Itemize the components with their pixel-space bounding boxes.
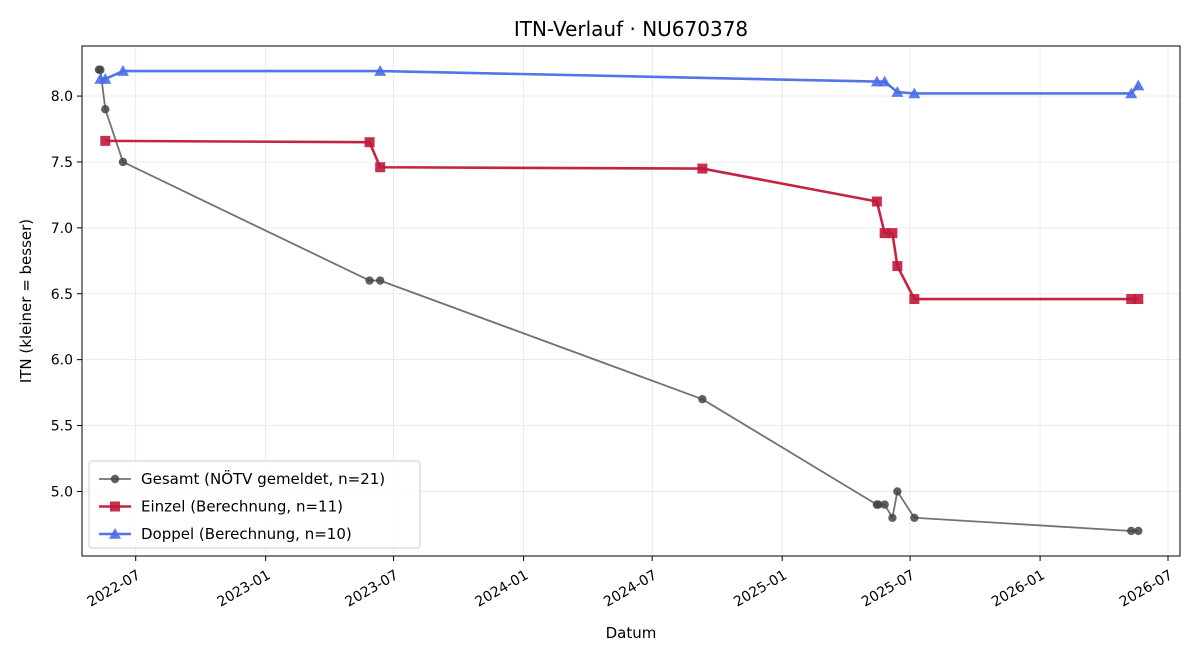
data-point-gesamt — [118, 157, 128, 167]
data-point-doppel — [870, 75, 883, 87]
legend-item-doppel: Doppel (Berechnung, n=10) — [99, 525, 352, 543]
legend-swatch-marker — [110, 474, 120, 484]
data-point-doppel — [1132, 79, 1145, 91]
grid-layer — [82, 46, 1180, 556]
y-tick-label: 5.5 — [51, 419, 73, 435]
data-point-einzel — [887, 228, 898, 239]
series-einzel — [100, 135, 1144, 305]
data-point-gesamt — [880, 500, 889, 509]
data-point-gesamt — [1127, 526, 1136, 536]
data-point-einzel — [871, 196, 882, 207]
data-point-gesamt — [365, 276, 374, 285]
legend-frame — [88, 460, 421, 549]
series-doppel — [94, 65, 1145, 99]
data-point-doppel — [908, 87, 921, 99]
y-tick-label: 6.0 — [51, 353, 73, 369]
data-point-einzel — [100, 135, 111, 146]
data-point-doppel — [891, 86, 904, 97]
series-line-doppel — [100, 69, 1140, 95]
data-point-doppel — [99, 72, 112, 84]
data-point-gesamt — [888, 513, 897, 522]
y-tick-label: 6.5 — [51, 287, 73, 303]
plot-frame — [81, 45, 1181, 557]
legend-label: Gesamt (NÖTV gemeldet, n=21) — [141, 469, 385, 488]
y-tick-label: 8.0 — [51, 89, 73, 105]
legend-swatch-marker — [109, 528, 121, 539]
data-point-doppel — [1125, 87, 1138, 99]
data-point-gesamt — [375, 276, 385, 285]
series-layer — [94, 65, 1145, 536]
y-tick-label: 7.5 — [51, 155, 73, 171]
legend-item-gesamt: Gesamt (NÖTV gemeldet, n=21) — [99, 469, 385, 488]
data-point-doppel — [374, 65, 387, 76]
data-point-einzel — [909, 294, 920, 305]
data-point-einzel — [1126, 294, 1137, 305]
data-point-gesamt — [698, 394, 707, 404]
legend-item-einzel: Einzel (Berechnung, n=11) — [99, 498, 343, 516]
data-point-einzel — [364, 137, 375, 148]
data-point-einzel — [375, 162, 386, 173]
data-point-einzel — [1133, 294, 1144, 305]
legend: Gesamt (NÖTV gemeldet, n=21) Einzel (Bere… — [88, 460, 421, 549]
x-axis-title: Datum — [606, 624, 657, 642]
chart-title: ITN-Verlauf · NU670378 — [514, 17, 748, 41]
legend-label: Doppel (Berechnung, n=10) — [141, 525, 352, 543]
data-point-gesamt — [1134, 526, 1143, 536]
y-axis-title: ITN (kleiner = besser) — [17, 219, 35, 383]
series-gesamt — [94, 65, 1143, 536]
data-point-doppel — [116, 65, 129, 76]
data-point-gesamt — [101, 105, 110, 114]
legend-swatch-marker — [110, 501, 120, 512]
data-point-gesamt — [874, 500, 883, 509]
y-tick-label: 7.0 — [51, 221, 73, 237]
legend-label: Einzel (Berechnung, n=11) — [141, 498, 343, 516]
data-point-gesamt — [910, 513, 919, 522]
y-tick-label: 5.0 — [51, 484, 73, 500]
data-point-einzel — [879, 228, 890, 239]
data-point-einzel — [697, 163, 708, 174]
data-point-gesamt — [96, 65, 105, 74]
data-point-gesamt — [893, 487, 902, 496]
data-point-einzel — [892, 261, 903, 272]
data-point-doppel — [878, 75, 891, 87]
